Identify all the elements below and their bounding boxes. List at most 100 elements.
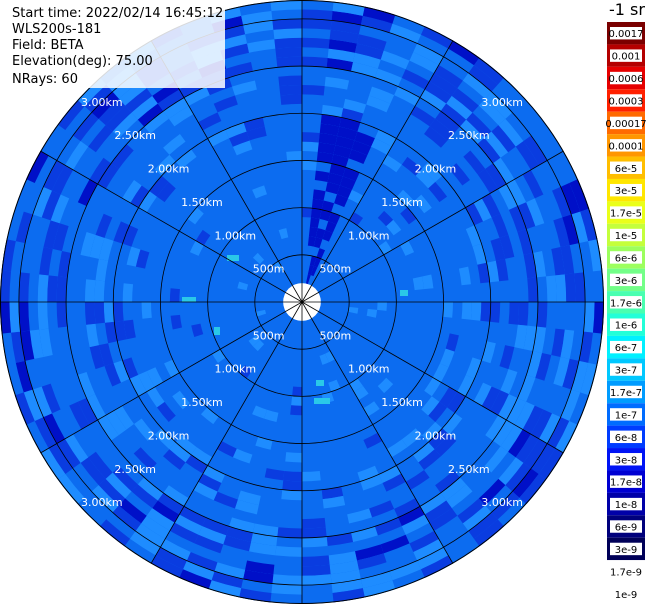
ppi-cell — [163, 97, 189, 119]
ring-label: 1.00km — [214, 363, 256, 376]
ppi-cell — [473, 57, 505, 85]
colorbar-tick-label: 1.7e-7 — [610, 388, 642, 399]
ppi-cell — [118, 498, 147, 524]
ppi-cell — [282, 480, 302, 491]
ppi-cell — [57, 99, 85, 131]
ring-label: 500m — [320, 263, 352, 276]
ppi-cell — [434, 64, 463, 89]
azimuth-spoke — [301, 301, 564, 454]
ppi-cell — [397, 506, 425, 527]
ppi-cell — [94, 302, 105, 324]
colorbar-tick-label: 3e-5 — [615, 186, 638, 197]
ppi-cell — [302, 555, 330, 567]
ppi-cell — [348, 189, 364, 204]
ppi-cell — [329, 163, 346, 177]
ppi-cell — [50, 194, 70, 224]
ppi-cell — [232, 80, 257, 96]
ppi-cell — [223, 535, 251, 552]
ring-label: 500m — [320, 329, 352, 342]
ppi-cell — [491, 125, 516, 153]
ppi-cell — [353, 385, 369, 401]
ppi-cell — [315, 228, 326, 240]
colorbar-tick-label: 6e-9 — [615, 523, 638, 534]
ppi-cell — [56, 276, 68, 302]
ppi-cell — [241, 11, 273, 26]
colorbar-label-box — [610, 497, 642, 511]
ppi-cell — [302, 517, 326, 529]
ppi-cell — [37, 302, 49, 330]
ppi-cell — [11, 331, 26, 363]
ppi-cell — [489, 390, 509, 416]
ppi-cell — [409, 51, 439, 74]
ppi-cell — [198, 473, 222, 492]
colorbar-label-box — [610, 542, 642, 556]
ppi-cell — [18, 272, 30, 302]
ppi-cell — [264, 409, 279, 423]
ppi-cell — [583, 302, 595, 333]
ppi-cell — [302, 564, 331, 576]
ppi-cell — [104, 363, 121, 387]
ppi-cell — [86, 394, 106, 420]
ppi-cell — [89, 234, 105, 259]
ppi-cell — [122, 225, 139, 247]
ppi-cell — [225, 122, 247, 139]
ppi-cell — [285, 452, 302, 463]
ppi-cell — [424, 81, 452, 104]
ppi-cell — [517, 302, 529, 326]
ppi-cell — [440, 477, 467, 501]
ppi-cell — [278, 228, 289, 240]
colorbar-tick-label: 1.7e-9 — [610, 567, 642, 578]
ppi-cell — [328, 379, 341, 392]
ppi-cell — [506, 179, 527, 207]
ppi-cell — [424, 377, 441, 397]
ppi-cell — [522, 405, 544, 435]
ppi-cell — [429, 73, 458, 96]
ppi-cell — [468, 512, 498, 539]
ppi-cell — [374, 517, 402, 536]
ppi-cell — [360, 571, 393, 589]
ppi-cell — [80, 457, 106, 486]
ppi-cell — [232, 140, 253, 156]
ppi-cell — [105, 472, 132, 499]
ppi-cell — [465, 202, 484, 226]
ppi-cell — [357, 465, 379, 482]
ppi-cell — [356, 553, 387, 570]
ppi-cell — [202, 517, 230, 536]
ppi-grid — [0, 0, 604, 604]
ppi-cell — [198, 526, 227, 545]
ppi-cell — [499, 345, 515, 370]
ring-label: 1.50km — [381, 396, 423, 409]
nrays: NRays: 60 — [12, 72, 78, 87]
ppi-cell — [498, 457, 524, 486]
ppi-cell — [185, 454, 208, 474]
colorbar-tick-label: 1e-9 — [615, 590, 638, 601]
colorbar-tick-label: 1e-6 — [615, 321, 638, 332]
ppi-cell — [214, 562, 246, 579]
ppi-cell — [486, 260, 500, 283]
azimuth-spoke — [40, 150, 303, 303]
elevation: Elevation(deg): 75.00 — [12, 54, 153, 69]
ppi-cell — [191, 323, 204, 337]
ppi-cell — [97, 415, 119, 441]
ppi-cell — [459, 119, 485, 145]
ppi-cell — [523, 252, 537, 279]
ppi-cell — [246, 126, 267, 141]
ppi-cell — [418, 449, 441, 470]
ppi-cell — [527, 277, 538, 302]
ppi-cell — [539, 413, 561, 444]
ppi-ring-labels: 500m 1.00km 1.50km 2.00km 2.50km 3.00km 500m 1.… — [81, 96, 523, 509]
ppi-cell — [354, 43, 384, 60]
colorbar-tick-label: 0.0003 — [609, 96, 644, 107]
ppi-cell — [105, 105, 132, 132]
colorbar-label-box — [610, 363, 642, 376]
ppi-cell — [523, 325, 537, 352]
ppi-cell — [309, 255, 317, 267]
ppi-cell — [428, 182, 448, 203]
ppi-cell — [170, 314, 182, 330]
ppi-cell — [40, 448, 66, 480]
ppi-cell — [435, 470, 460, 493]
ppi-cell — [275, 47, 302, 58]
ppi-cell — [281, 489, 302, 501]
ppi-cell — [207, 129, 230, 147]
ppi-cell — [526, 351, 543, 378]
